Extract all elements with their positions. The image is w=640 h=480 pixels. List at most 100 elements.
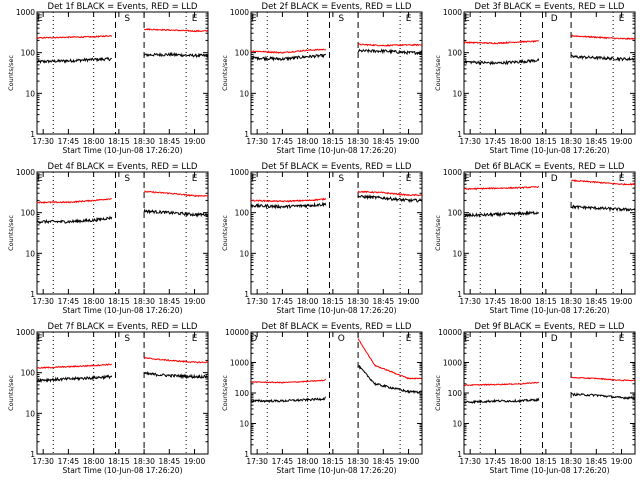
- y-tick-label: 1: [244, 450, 249, 459]
- interval-marker: E: [619, 14, 625, 24]
- interval-marker: S: [338, 174, 344, 184]
- x-tick-label: 18:30: [560, 137, 582, 146]
- x-tick-label: 18:00: [83, 297, 105, 306]
- x-axis-label: Start Time (10-Jun-08 17:26:20): [63, 466, 183, 475]
- x-tick-label: 19:00: [398, 457, 420, 466]
- interval-marker: E: [192, 334, 198, 344]
- interval-marker: E: [192, 174, 198, 184]
- x-axis-label: Start Time (10-Jun-08 17:26:20): [63, 146, 183, 155]
- x-tick-label: 18:45: [373, 457, 395, 466]
- plot-title: Det 4f BLACK = Events, RED = LLD: [48, 162, 198, 172]
- plot-title: Det 8f BLACK = Events, RED = LLD: [262, 322, 412, 332]
- interval-marker: E: [464, 334, 470, 344]
- y-tick-label: 10: [452, 420, 462, 429]
- y-axis-label: Counts/sec: [221, 375, 229, 411]
- plot-title: Det 6f BLACK = Events, RED = LLD: [475, 162, 625, 172]
- lld-series-line: [36, 190, 208, 204]
- x-tick-label: 19:00: [184, 297, 206, 306]
- y-tick-label: 10: [452, 249, 462, 258]
- y-tick-label: 100: [21, 369, 36, 378]
- y-axis-label: Counts/sec: [7, 375, 15, 411]
- x-tick-label: 18:30: [133, 137, 155, 146]
- lld-series-line: [251, 190, 422, 203]
- y-tick-label: 1: [30, 290, 35, 299]
- events-series-line: [463, 204, 636, 218]
- x-tick-label: 18:30: [560, 297, 582, 306]
- y-axis-label: Counts/sec: [7, 55, 15, 91]
- plot-title: Det 1f BLACK = Events, RED = LLD: [48, 2, 198, 12]
- interval-marker: E: [251, 174, 257, 184]
- x-tick-label: 18:15: [322, 137, 344, 146]
- x-tick-label: 18:00: [83, 457, 105, 466]
- y-tick-label: 100: [235, 209, 250, 218]
- interval-marker: E: [37, 14, 43, 24]
- x-tick-label: 18:45: [586, 137, 608, 146]
- x-tick-label: 17:30: [246, 457, 268, 466]
- y-tick-label: 100: [448, 49, 463, 58]
- x-tick-label: 19:00: [611, 297, 633, 306]
- lld-series-line: [36, 356, 208, 369]
- x-axis-label: Start Time (10-Jun-08 17:26:20): [490, 306, 610, 315]
- x-tick-label: 18:15: [535, 457, 557, 466]
- x-tick-label: 18:30: [347, 457, 369, 466]
- lld-series-line: [36, 27, 209, 40]
- y-tick-label: 1: [457, 290, 462, 299]
- y-tick-label: 1: [244, 290, 249, 299]
- plot-frame: [36, 331, 209, 455]
- x-tick-label: 18:45: [159, 457, 181, 466]
- events-series-line: [36, 371, 208, 384]
- plot-title: Det 3f BLACK = Events, RED = LLD: [475, 2, 625, 12]
- x-tick-label: 17:45: [58, 297, 80, 306]
- interval-marker: E: [37, 334, 43, 344]
- detector-plot-1: Det 1f BLACK = Events, RED = LLD 1 10 100 10…: [7, 2, 209, 155]
- events-series-line: [36, 208, 208, 225]
- y-tick-label: 100: [21, 49, 36, 58]
- interval-marker: E: [192, 14, 198, 24]
- y-tick-label: 1000: [16, 8, 35, 17]
- y-tick-label: 100: [448, 209, 463, 218]
- x-tick-label: 19:00: [611, 137, 633, 146]
- y-tick-label: 1000: [16, 328, 35, 337]
- detector-plot-4: Det 4f BLACK = Events, RED = LLD 1 10 100 10…: [7, 162, 209, 315]
- y-tick-label: 1: [457, 450, 462, 459]
- y-tick-label: 10: [25, 409, 35, 418]
- x-tick-label: 18:00: [510, 137, 532, 146]
- y-tick-label: 10: [239, 89, 249, 98]
- events-series-line: [250, 48, 423, 62]
- x-tick-label: 17:45: [58, 457, 80, 466]
- x-tick-label: 17:45: [272, 457, 294, 466]
- plot-frame: [463, 331, 636, 455]
- plot-title: Det 9f BLACK = Events, RED = LLD: [475, 322, 625, 332]
- y-tick-label: 1000: [443, 8, 462, 17]
- interval-marker: E: [406, 174, 412, 184]
- x-tick-label: 18:45: [373, 137, 395, 146]
- interval-marker: E: [251, 14, 257, 24]
- x-tick-label: 18:45: [159, 297, 181, 306]
- interval-marker: S: [338, 14, 344, 24]
- interval-marker: S: [124, 334, 130, 344]
- y-tick-label: 1: [30, 450, 35, 459]
- x-tick-label: 18:45: [373, 297, 395, 306]
- interval-marker: D: [551, 334, 558, 344]
- x-tick-label: 18:00: [510, 297, 532, 306]
- interval-marker: D: [250, 334, 257, 344]
- y-tick-label: 1: [457, 130, 462, 139]
- y-tick-label: 1: [30, 130, 35, 139]
- x-tick-label: 18:30: [133, 457, 155, 466]
- y-axis-label: Counts/sec: [434, 375, 442, 411]
- plot-frame: [250, 331, 423, 455]
- x-tick-label: 17:45: [485, 457, 507, 466]
- x-tick-label: 17:30: [459, 457, 481, 466]
- y-tick-label: 10000: [225, 328, 249, 337]
- y-tick-label: 10: [452, 89, 462, 98]
- lld-series-line: [463, 376, 636, 387]
- x-tick-label: 18:15: [535, 297, 557, 306]
- plot-frame: [250, 171, 423, 295]
- interval-marker: S: [124, 174, 130, 184]
- x-tick-label: 18:15: [322, 297, 344, 306]
- y-axis-label: Counts/sec: [221, 215, 229, 251]
- y-tick-label: 100: [235, 389, 250, 398]
- x-tick-label: 17:30: [246, 137, 268, 146]
- plot-frame: [36, 171, 209, 295]
- x-axis-label: Start Time (10-Jun-08 17:26:20): [490, 466, 610, 475]
